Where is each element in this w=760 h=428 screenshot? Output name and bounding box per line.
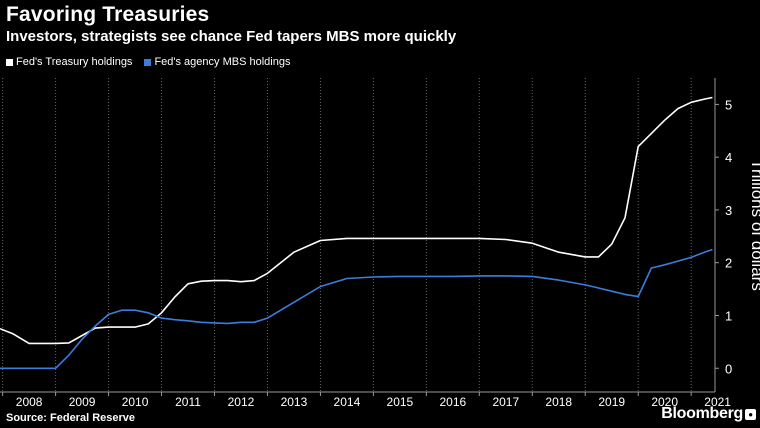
mbs-holdings-line <box>0 248 713 370</box>
source-note: Source: Federal Reserve <box>6 412 136 424</box>
x-tick-label: 2021 <box>704 395 731 409</box>
legend-label-treasury: Fed's Treasury holdings <box>16 56 133 68</box>
legend-swatch-treasury <box>6 58 13 66</box>
y-tick-label: 2 <box>725 256 732 271</box>
y-tick-label: 4 <box>725 150 732 165</box>
x-tick-label: 2017 <box>492 395 519 409</box>
treasury-holdings-line <box>0 96 713 345</box>
brand-mark-icon: ● <box>745 408 756 420</box>
x-tick-label: 2016 <box>439 395 466 409</box>
x-tick-label: 2018 <box>545 395 572 409</box>
x-tick-label: 2015 <box>387 395 414 409</box>
x-tick-label: 2020 <box>651 395 678 409</box>
legend-item-mbs: Fed's agency MBS holdings <box>144 56 290 68</box>
x-tick-label: 2011 <box>175 395 201 409</box>
chart-title: Favoring Treasuries <box>6 3 210 26</box>
legend-swatch-mbs <box>144 58 152 66</box>
x-tick-label: 2014 <box>334 395 361 409</box>
legend-item-treasury: Fed's Treasury holdings <box>6 56 132 68</box>
x-tick-label: 2013 <box>281 395 308 409</box>
y-axis-label: Trillions of dollars <box>748 159 760 291</box>
x-tick-label: 2010 <box>122 395 149 409</box>
brand-name: Bloomberg <box>661 405 743 422</box>
y-tick-label: 3 <box>725 203 732 218</box>
y-tick-label: 5 <box>725 97 732 112</box>
x-tick-label: 2008 <box>16 395 43 409</box>
brand-logo: Bloomberg ● <box>661 405 756 423</box>
legend: Fed's Treasury holdings Fed's agency MBS… <box>6 56 290 68</box>
y-tick-label: 1 <box>725 308 732 323</box>
x-tick-label: 2012 <box>228 395 255 409</box>
chart-subtitle: Investors, strategists see chance Fed ta… <box>6 28 457 45</box>
x-tick-label: 2009 <box>69 395 96 409</box>
x-tick-label: 2019 <box>598 395 625 409</box>
y-tick-label: 0 <box>725 361 732 376</box>
legend-label-mbs: Fed's agency MBS holdings <box>154 56 291 68</box>
